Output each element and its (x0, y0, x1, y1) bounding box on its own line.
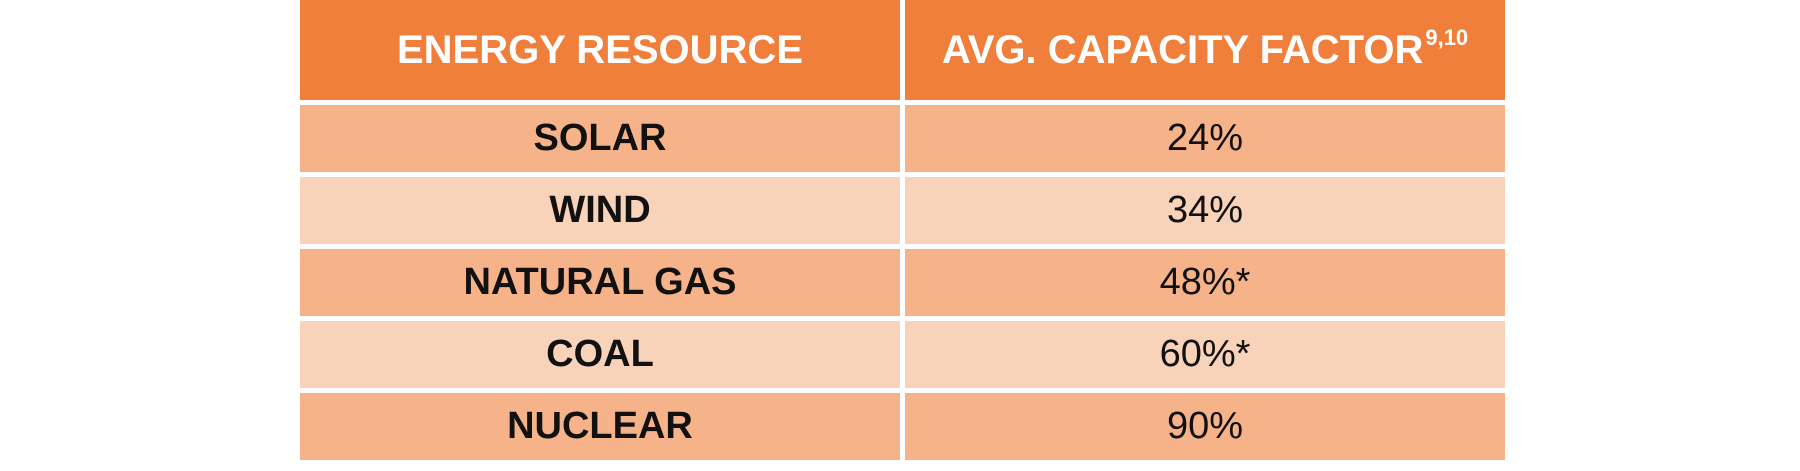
value-nuclear: 90% (1166, 405, 1244, 447)
table-row-value: 24% (905, 105, 1505, 172)
table-row-value: 48%* (905, 249, 1505, 316)
table-row-resource: SOLAR (300, 105, 900, 172)
header-avg-capacity-factor: AVG. CAPACITY FACTOR 9,10 (905, 0, 1505, 100)
table-row-value: 60%* (905, 321, 1505, 388)
table-row-resource: COAL (300, 321, 900, 388)
table-row-value: 34% (905, 177, 1505, 244)
table-row-resource: NUCLEAR (300, 393, 900, 460)
header-energy-resource: ENERGY RESOURCE (300, 0, 900, 100)
table-row-resource: NATURAL GAS (300, 249, 900, 316)
capacity-factor-table: ENERGY RESOURCE AVG. CAPACITY FACTOR 9,10… (300, 0, 1505, 460)
header-footnote-ref: 9,10 (1425, 25, 1469, 50)
resource-nuclear: NUCLEAR (507, 405, 693, 447)
resource-wind: WIND (549, 189, 651, 231)
resource-solar: SOLAR (533, 117, 667, 159)
resource-natural-gas: NATURAL GAS (463, 261, 737, 303)
value-wind: 34% (1166, 189, 1244, 231)
table-row-value: 90% (905, 393, 1505, 460)
header-energy-resource-label: ENERGY RESOURCE (396, 27, 803, 72)
table-row-resource: WIND (300, 177, 900, 244)
value-solar: 24% (1166, 117, 1244, 159)
resource-coal: COAL (546, 333, 654, 375)
value-natural-gas: 48%* (1159, 261, 1251, 303)
header-avg-capacity-factor-label: AVG. CAPACITY FACTOR (941, 27, 1424, 72)
value-coal: 60%* (1159, 333, 1251, 375)
